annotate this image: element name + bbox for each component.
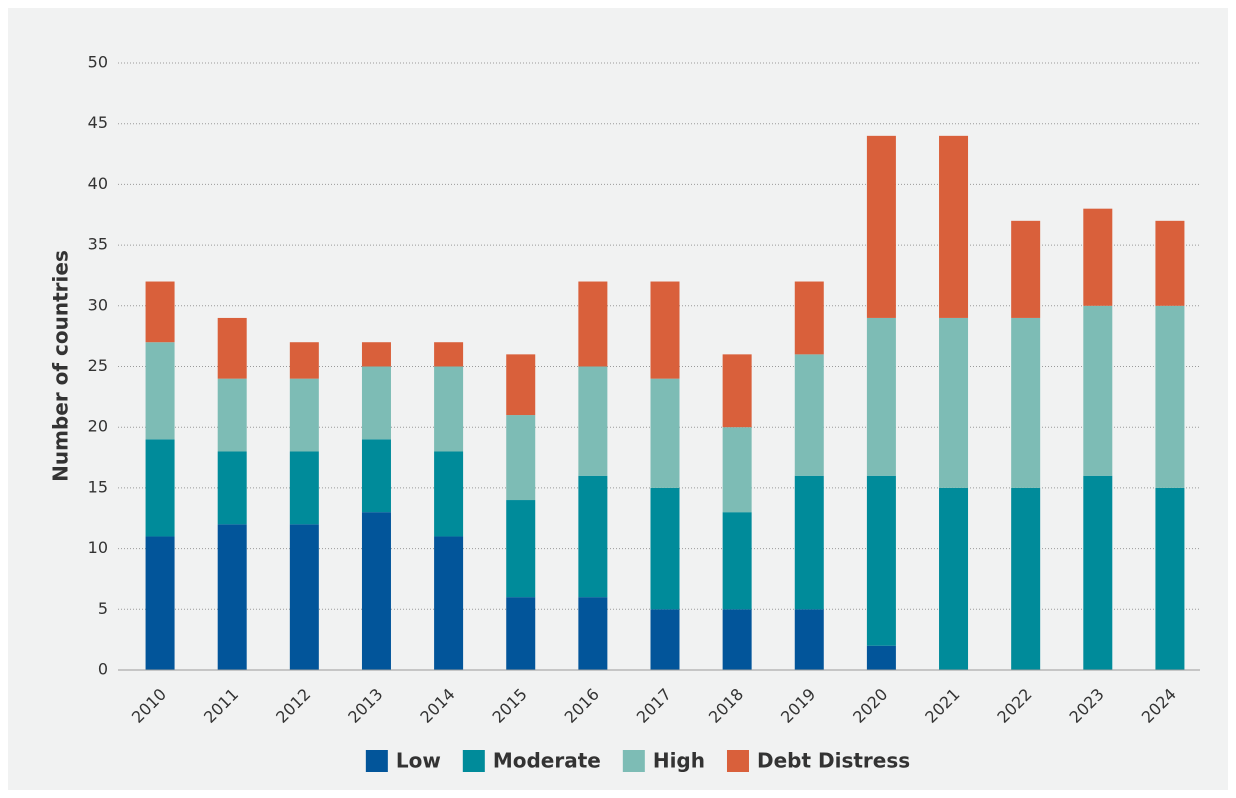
bar-segment [722, 512, 752, 610]
bar-segment [217, 317, 247, 379]
bar-segment [1155, 220, 1185, 306]
bar-segment [361, 439, 391, 513]
bar-segment [217, 524, 247, 670]
bar-segment [217, 378, 247, 452]
bar-segment [506, 415, 536, 501]
bar-segment [289, 451, 319, 525]
bar-segment [794, 281, 824, 355]
bar-segment [866, 317, 896, 476]
bar-segment [866, 135, 896, 318]
legend-label: High [653, 749, 705, 773]
legend-swatch [462, 750, 485, 772]
bar-segment [434, 342, 464, 367]
bar-segment [939, 135, 969, 318]
y-tick-label: 20 [88, 417, 108, 436]
bar-segment [722, 354, 752, 428]
bar-segment [145, 439, 175, 537]
bar-segment [722, 427, 752, 513]
bar-segment [578, 597, 608, 670]
legend-swatch [726, 750, 749, 772]
bar-segment [794, 354, 824, 476]
bar-segment [1011, 487, 1041, 670]
bar-segment [650, 281, 680, 379]
y-tick-label: 50 [88, 53, 108, 72]
legend-swatch [622, 750, 645, 772]
bar-segment [361, 512, 391, 670]
bar-segment [1083, 208, 1113, 306]
bar-segment [1155, 305, 1185, 488]
legend-label: Moderate [493, 749, 601, 773]
bar-segment [217, 451, 247, 525]
bar-segment [506, 500, 536, 598]
bar-segment [434, 366, 464, 452]
y-tick-label: 45 [88, 113, 108, 132]
y-axis-title: Number of countries [49, 250, 73, 482]
bar-segment [939, 487, 969, 670]
bar-segment [1011, 220, 1041, 318]
y-tick-label: 15 [88, 477, 108, 496]
bar-segment [722, 609, 752, 670]
bar-segment [506, 354, 536, 416]
bar-segment [145, 536, 175, 670]
bar-segment [1083, 305, 1113, 476]
y-tick-label: 0 [98, 660, 108, 679]
bar-segment [578, 475, 608, 598]
bar-segment [434, 451, 464, 537]
bar-segment [794, 475, 824, 610]
bar-segment [1011, 317, 1041, 488]
bar-segment [794, 609, 824, 670]
y-tick-label: 5 [98, 599, 108, 618]
bar-segment [866, 475, 896, 646]
bar-segment [289, 524, 319, 670]
bar-segment [650, 487, 680, 610]
chart-background [8, 8, 1228, 790]
bar-segment [289, 342, 319, 379]
bar-segment [434, 536, 464, 670]
legend-swatch [365, 750, 388, 772]
bar-segment [650, 378, 680, 488]
bar-segment [361, 366, 391, 440]
bar-segment [866, 645, 896, 670]
y-tick-label: 25 [88, 356, 108, 375]
bar-segment [145, 281, 175, 343]
bar-segment [289, 378, 319, 452]
y-tick-label: 30 [88, 295, 108, 314]
y-tick-label: 35 [88, 235, 108, 254]
bar-segment [1155, 487, 1185, 670]
bar-segment [145, 342, 175, 440]
bar-segment [1083, 475, 1113, 670]
y-tick-label: 40 [88, 174, 108, 193]
bar-segment [578, 366, 608, 476]
legend-label: Low [396, 749, 441, 773]
bar-segment [578, 281, 608, 367]
legend-label: Debt Distress [757, 749, 910, 773]
bar-segment [361, 342, 391, 367]
bar-segment [506, 597, 536, 670]
bar-segment [939, 317, 969, 488]
bar-segment [650, 609, 680, 670]
y-tick-label: 10 [88, 538, 108, 557]
